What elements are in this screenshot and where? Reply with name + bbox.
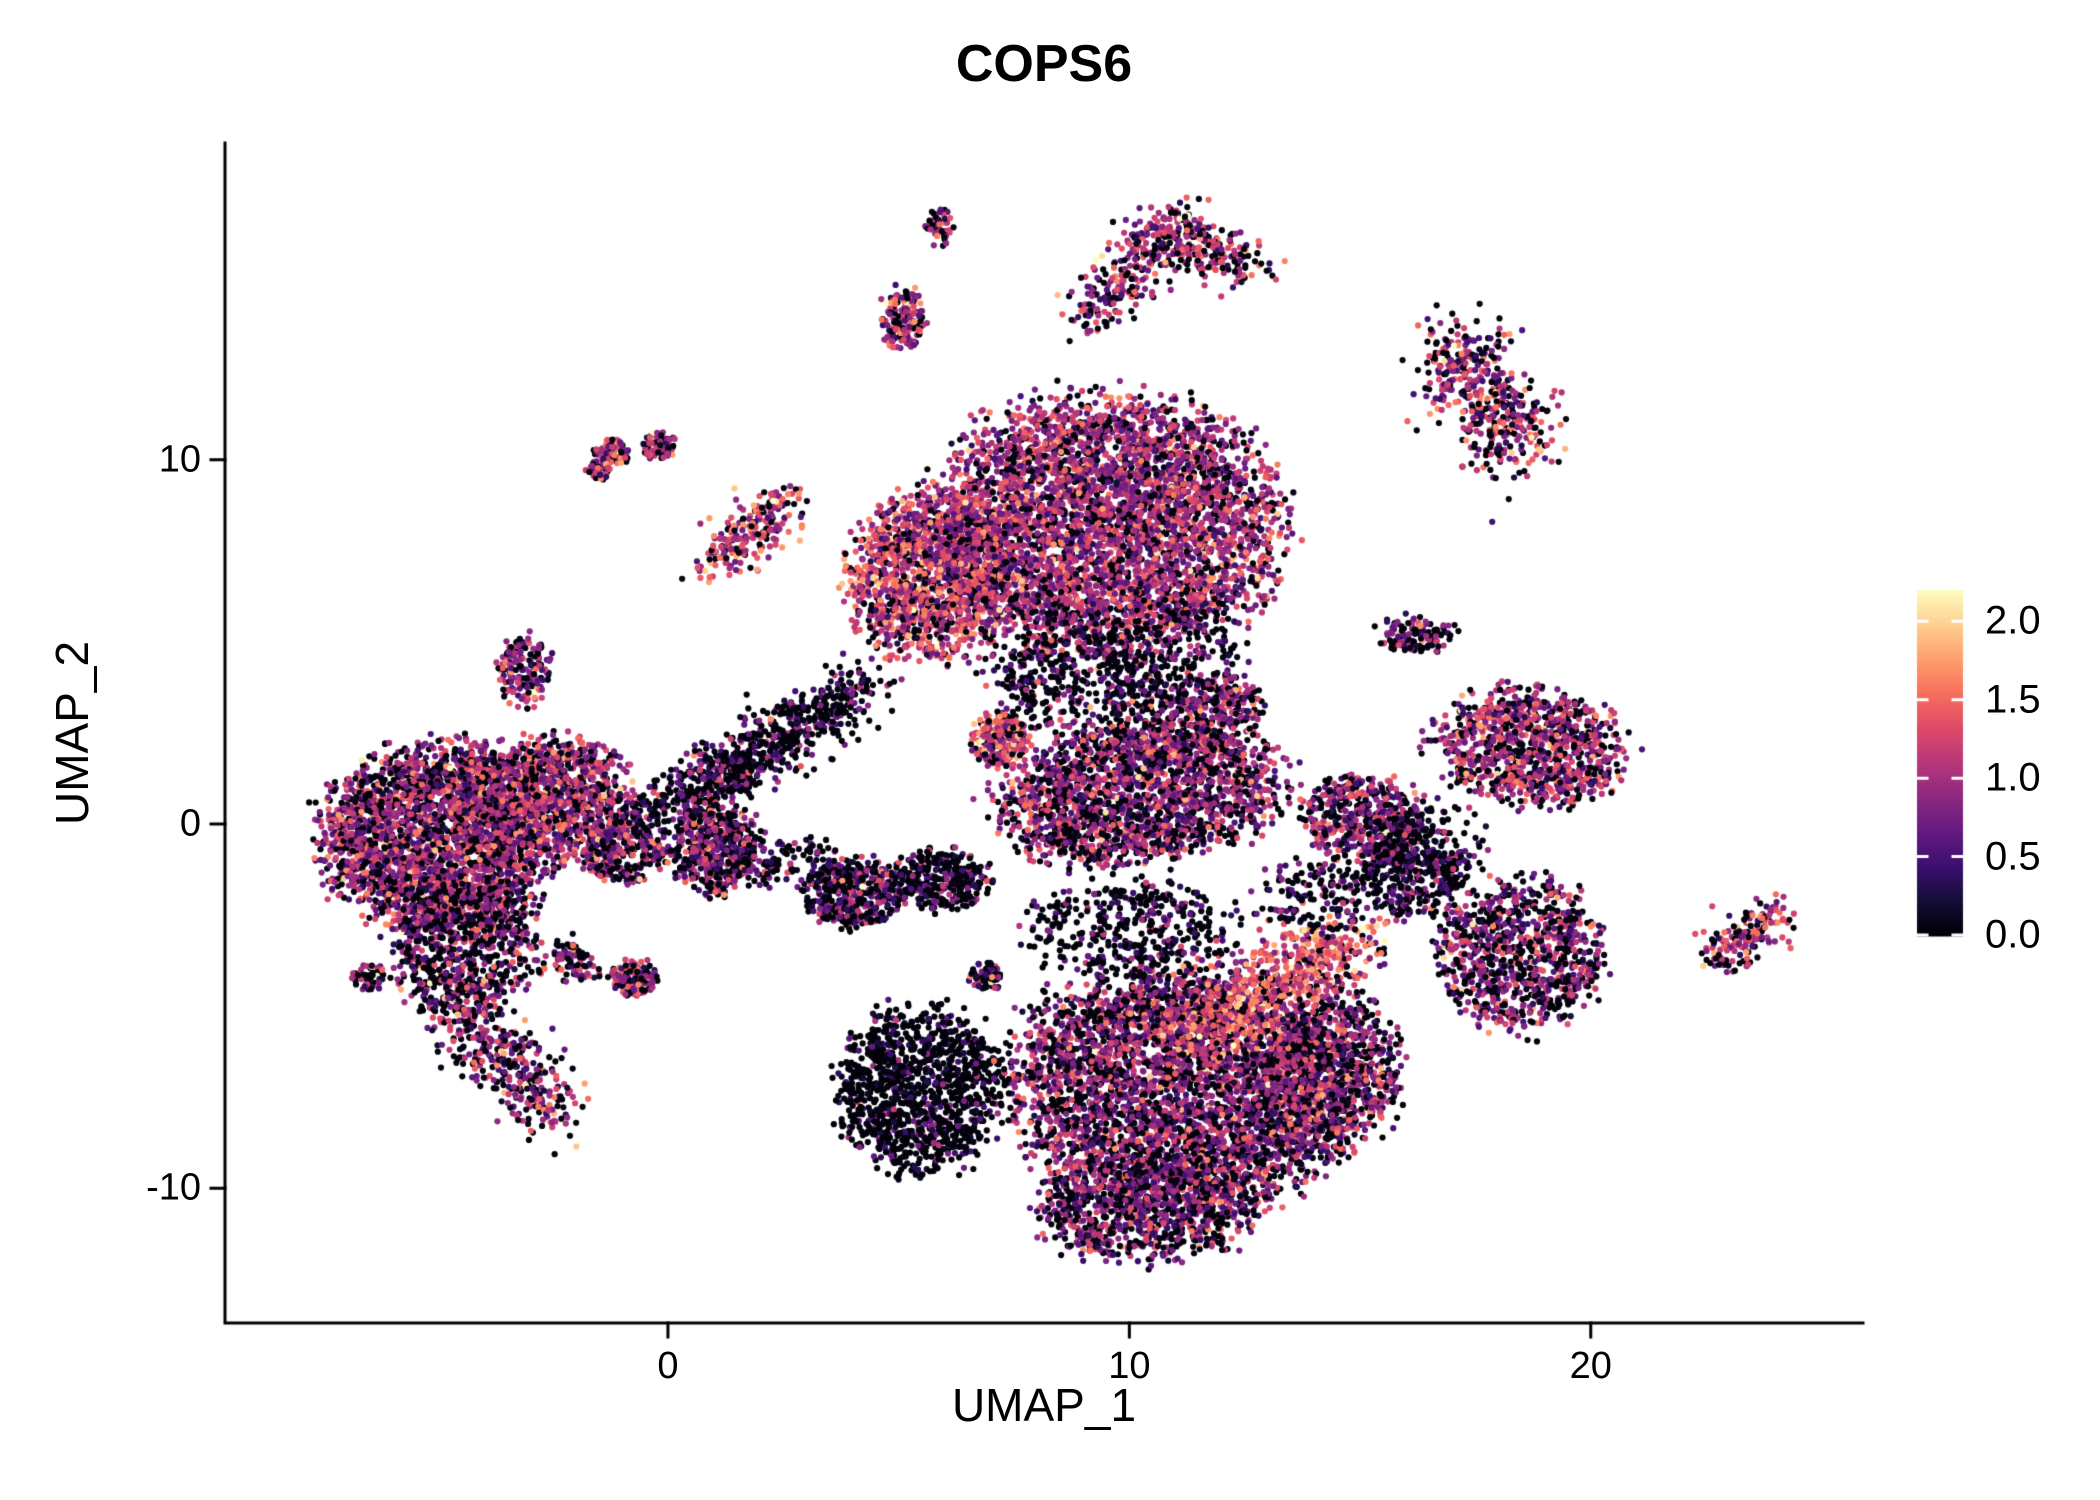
colorbar-tick-label: 1.5 (1985, 677, 2041, 722)
colorbar-tick-label: 1.0 (1985, 755, 2041, 800)
y-tick-label: -10 (146, 1166, 201, 1209)
x-tick-label: 20 (1569, 1345, 1612, 1387)
colorbar-tick-label: 0.5 (1985, 834, 2041, 879)
y-tick-label: 10 (158, 438, 201, 481)
colorbar-tick-label: 0.0 (1985, 912, 2041, 957)
colorbar-tick-label: 2.0 (1985, 598, 2041, 643)
y-axis-label: UMAP_2 (46, 640, 98, 826)
x-tick-label: 10 (1108, 1345, 1151, 1387)
plot-title: COPS6 (955, 35, 1133, 93)
x-tick-label: 0 (657, 1345, 679, 1387)
x-axis-label: UMAP_1 (951, 1379, 1137, 1431)
y-tick-label: 0 (179, 802, 201, 845)
